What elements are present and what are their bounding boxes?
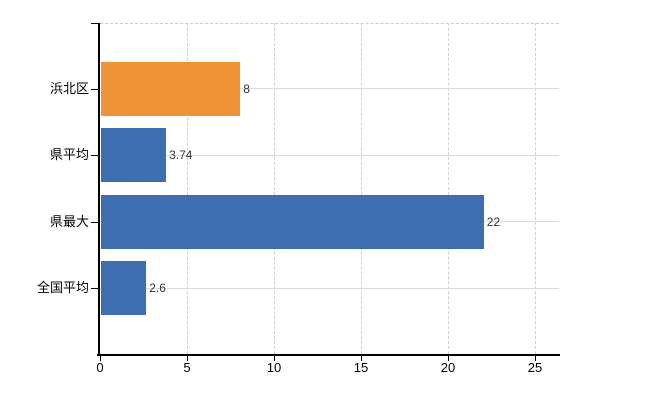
vertical-gridline — [274, 23, 275, 354]
bar[interactable] — [101, 261, 146, 315]
bar[interactable] — [101, 61, 240, 116]
category-label: 全国平均 — [36, 280, 89, 295]
vertical-gridline — [535, 23, 536, 354]
y-axis-line — [98, 23, 100, 355]
vertical-gridline — [361, 23, 362, 354]
bar[interactable] — [101, 128, 166, 182]
vertical-gridline — [187, 23, 188, 354]
vertical-gridline — [448, 23, 449, 354]
y-axis-tick — [91, 155, 98, 156]
x-tick-label: 15 — [353, 360, 369, 375]
bar-value-label: 22 — [486, 214, 501, 229]
bar-value-label: 2.6 — [149, 281, 166, 295]
bar-value-label: 8 — [243, 81, 250, 96]
x-axis-tick — [535, 355, 536, 361]
horizontal-gridline — [100, 154, 559, 156]
x-axis-tick — [187, 355, 188, 361]
bar-value-label: 3.74 — [169, 148, 193, 162]
y-axis-tick — [91, 23, 98, 24]
x-tick-label: 10 — [266, 360, 282, 375]
plot-top-border — [100, 23, 559, 24]
category-label: 県最大 — [49, 213, 89, 229]
x-tick-label: 0 — [96, 360, 104, 375]
x-axis-tick — [448, 355, 449, 361]
x-axis-tick — [100, 355, 101, 361]
y-axis-tick — [91, 288, 98, 289]
x-axis-line — [97, 354, 560, 356]
x-tick-label: 20 — [440, 360, 456, 375]
horizontal-gridline — [100, 287, 559, 289]
bar[interactable] — [101, 194, 484, 249]
category-label: 県平均 — [49, 147, 89, 162]
y-axis-tick — [91, 221, 98, 223]
category-label: 浜北区 — [49, 80, 89, 96]
x-tick-label: 25 — [527, 360, 543, 375]
horizontal-gridline — [100, 88, 559, 89]
x-axis-tick — [361, 355, 362, 361]
y-axis-tick — [91, 88, 98, 90]
x-tick-label: 5 — [183, 360, 191, 375]
x-axis-tick — [274, 355, 275, 361]
